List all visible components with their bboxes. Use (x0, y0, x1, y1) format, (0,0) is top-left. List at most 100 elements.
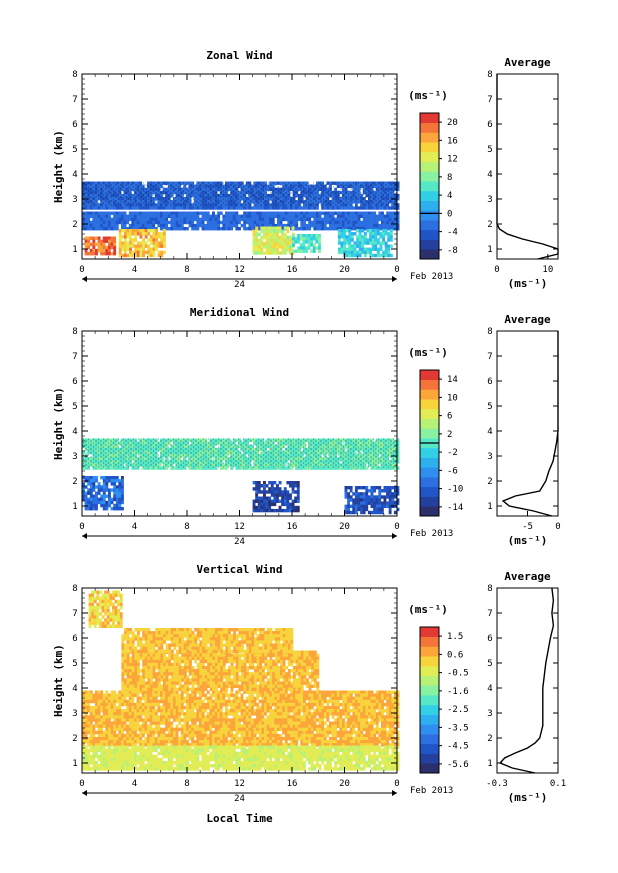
heatmap-cell (89, 476, 93, 480)
heatmap-cell (173, 690, 176, 694)
colorbar-swatch (420, 467, 439, 478)
heatmap-cell (358, 229, 362, 233)
heatmap-cell (97, 488, 101, 492)
heatmap-cell (256, 220, 260, 225)
profile-y-tick-label: 3 (487, 195, 492, 205)
heatmap-cell (391, 501, 395, 505)
heatmap-cell (296, 490, 300, 494)
heatmap-cell (243, 217, 247, 222)
heatmap-cell (134, 211, 137, 215)
heatmap-cell (154, 206, 158, 210)
heatmap-cell (297, 696, 301, 701)
heatmap-cell (188, 709, 192, 713)
heatmap-cell (118, 238, 122, 242)
heatmap-cell (100, 690, 104, 694)
heatmap-cell (357, 227, 361, 231)
heatmap-cell (115, 217, 119, 222)
heatmap-cell (155, 244, 158, 248)
colorbar-swatch (420, 200, 439, 211)
heatmap-cell (315, 246, 319, 250)
heatmap-cell (131, 220, 135, 225)
heatmap-cell (265, 242, 269, 246)
heatmap-cell (382, 253, 385, 258)
heatmap-cell (347, 217, 351, 222)
heatmap-cell (206, 706, 210, 710)
heatmap-cell (225, 217, 228, 222)
heatmap-cell (105, 690, 109, 694)
heatmap-cell (214, 706, 218, 710)
heatmap-cell (129, 229, 132, 233)
heatmap-cell (131, 690, 135, 694)
heatmap-cell (102, 696, 106, 701)
heatmap-cell (232, 206, 236, 210)
heatmap-cell (370, 220, 374, 225)
heatmap-cell (342, 220, 345, 225)
heatmap-cell (123, 238, 127, 242)
heatmap-cell (155, 247, 158, 251)
heatmap-cell (396, 460, 400, 464)
heatmap-cell (160, 223, 163, 228)
heatmap-cell (180, 217, 184, 222)
heatmap-cell (113, 690, 117, 694)
heatmap-cell (363, 253, 367, 258)
heatmap-cell (334, 696, 338, 701)
heatmap-cell (282, 702, 286, 707)
heatmap-cell (260, 251, 264, 255)
heatmap-cell (201, 693, 205, 697)
heatmap-cell (303, 699, 306, 704)
heatmap-cell (323, 214, 327, 218)
heatmap-cell (284, 690, 288, 694)
heatmap-cell (121, 214, 124, 218)
heatmap-cell (284, 217, 288, 222)
heatmap-cell (152, 235, 156, 239)
heatmap-cell (84, 696, 88, 701)
heatmap-cell (277, 223, 280, 228)
heatmap-cell (123, 211, 127, 215)
heatmap-cell (121, 235, 125, 239)
heatmap-cell (115, 476, 119, 480)
heatmap-cell (382, 250, 385, 255)
heatmap-cell (290, 223, 293, 228)
heatmap-cell (118, 485, 122, 489)
heatmap-cell (283, 235, 287, 240)
heatmap-cell (212, 227, 215, 231)
colorbar-tick-label: -8 (447, 246, 458, 256)
heatmap-cell (186, 702, 189, 707)
heatmap-cell (283, 502, 287, 507)
heatmap-cell (100, 494, 104, 498)
heatmap-cell (263, 242, 266, 246)
heatmap-cell (121, 229, 125, 233)
heatmap-cell (360, 510, 363, 515)
heatmap-cell (157, 211, 161, 215)
heatmap-cell (353, 241, 357, 245)
heatmap-cell (214, 709, 218, 713)
heatmap-cell (191, 690, 195, 694)
heatmap-cell (279, 690, 283, 694)
heatmap-cell (284, 706, 288, 710)
heatmap-cell (160, 217, 163, 222)
heatmap-cell (360, 214, 364, 218)
heatmap-cell (134, 220, 137, 225)
heatmap-cell (173, 217, 176, 222)
heatmap-cell (95, 690, 98, 694)
heatmap-cell (396, 223, 400, 228)
heatmap-cell (394, 220, 397, 225)
heatmap-cell (108, 500, 111, 505)
heatmap-cell (97, 702, 101, 707)
heatmap-cell (222, 696, 226, 701)
heatmap-cell (115, 507, 119, 511)
panel-title: Meridional Wind (190, 306, 289, 319)
heatmap-cell (344, 492, 348, 496)
profile-line (501, 331, 559, 517)
heatmap-cell (297, 211, 301, 215)
colorbar-tick-label: 4 (447, 191, 452, 201)
colorbar-tick-label: -14 (447, 503, 463, 513)
heatmap-cell (256, 223, 260, 228)
heatmap-cell (358, 250, 362, 255)
heatmap-cell (157, 253, 161, 258)
heatmap-cell (102, 248, 106, 253)
heatmap-cell (193, 690, 197, 694)
heatmap-cell (276, 496, 279, 500)
heatmap-cell (303, 211, 306, 215)
